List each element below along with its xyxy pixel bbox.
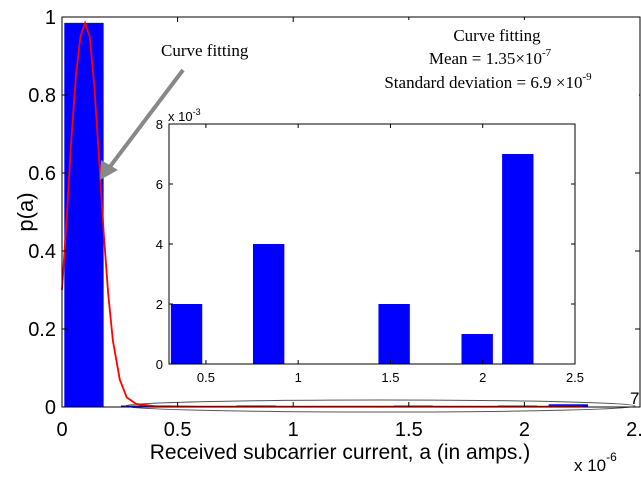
stats-title: Curve fitting [453, 26, 541, 45]
main-x-tick-label: 2 [519, 419, 530, 441]
main-y-tick-label: 0.2 [28, 319, 56, 341]
inset-y-tick-label: 4 [156, 237, 163, 252]
inset-bar-2 [378, 304, 410, 364]
main-y-ticks: 0 0.2 0.4 0.6 0.8 1 [28, 7, 640, 419]
annotation-arrow-head [100, 160, 118, 180]
main-y-tick-label: 1 [45, 7, 56, 29]
inset-x-tick-label: 2 [479, 370, 486, 385]
inset-x-tick-label: 1.5 [381, 370, 399, 385]
inset-bar-3 [461, 334, 493, 364]
main-x-tick-label: 1.5 [395, 419, 423, 441]
inset-x-tick-label: 2.5 [566, 370, 584, 385]
edge-label: 7 [630, 389, 639, 408]
arrow-annotation-label: Curve fitting [161, 41, 249, 60]
inset-bar-4 [502, 154, 534, 364]
main-y-tick-label: 0.6 [28, 163, 56, 185]
main-y-tick-label: 0.4 [28, 241, 56, 263]
inset-bar-0 [170, 304, 203, 364]
main-bars [64, 22, 588, 407]
inset-y-tick-label: 8 [156, 117, 163, 132]
inset-x-ticks: 0.5 1 1.5 2 2.5 [197, 124, 584, 385]
main-y-tick-label: 0.8 [28, 85, 56, 107]
annotation-arrow [107, 68, 185, 170]
inset-y-ticks: 0 2 4 6 8 [156, 117, 575, 372]
main-x-tick-label: 0.5 [164, 419, 192, 441]
stats-box: Curve fitting Mean = 1.35×10-7 Standard … [345, 20, 639, 121]
inset-plot: 0.5 1 1.5 2 2.5 0 2 4 6 8 x 10-3 [156, 107, 584, 387]
main-axes-frame [61, 16, 641, 408]
main-bar-0 [64, 22, 104, 407]
main-bar-1 [120, 405, 161, 407]
inset-y-tick-label: 6 [156, 177, 163, 192]
inset-x-tick-label: 0.5 [197, 370, 215, 385]
x-axis-label: Received subcarrier current, a (in amps.… [150, 441, 530, 464]
stats-std-dev: Standard deviation = 6.9 ×10-9 [384, 71, 592, 92]
tail-highlight-ellipse [124, 399, 636, 413]
main-plot: 0 0.5 1 1.5 2 2.5 0 0.2 0.4 0.6 0.8 1 Received sub… [13, 7, 641, 475]
main-x-tick-label: 2.5 [626, 419, 641, 441]
stats-mean: Mean = 1.35×10-7 [429, 47, 552, 68]
main-x-tick-label: 1 [288, 419, 299, 441]
y-axis-label: p(a) [13, 192, 38, 231]
main-x-ticks: 0 0.5 1 1.5 2 2.5 [56, 17, 641, 441]
inset-x-tick-label: 1 [295, 370, 302, 385]
inset-y-exponent: x 10-3 [168, 107, 201, 124]
inset-bars [170, 154, 534, 364]
main-x-tick-label: 0 [56, 419, 67, 441]
main-y-tick-label: 0 [45, 397, 56, 419]
inset-bar-1 [252, 244, 285, 364]
inset-y-tick-label: 0 [156, 357, 163, 372]
main-bar-5 [548, 404, 588, 407]
inset-y-tick-label: 2 [156, 297, 163, 312]
x-axis-exponent: x 10-6 [574, 450, 617, 475]
